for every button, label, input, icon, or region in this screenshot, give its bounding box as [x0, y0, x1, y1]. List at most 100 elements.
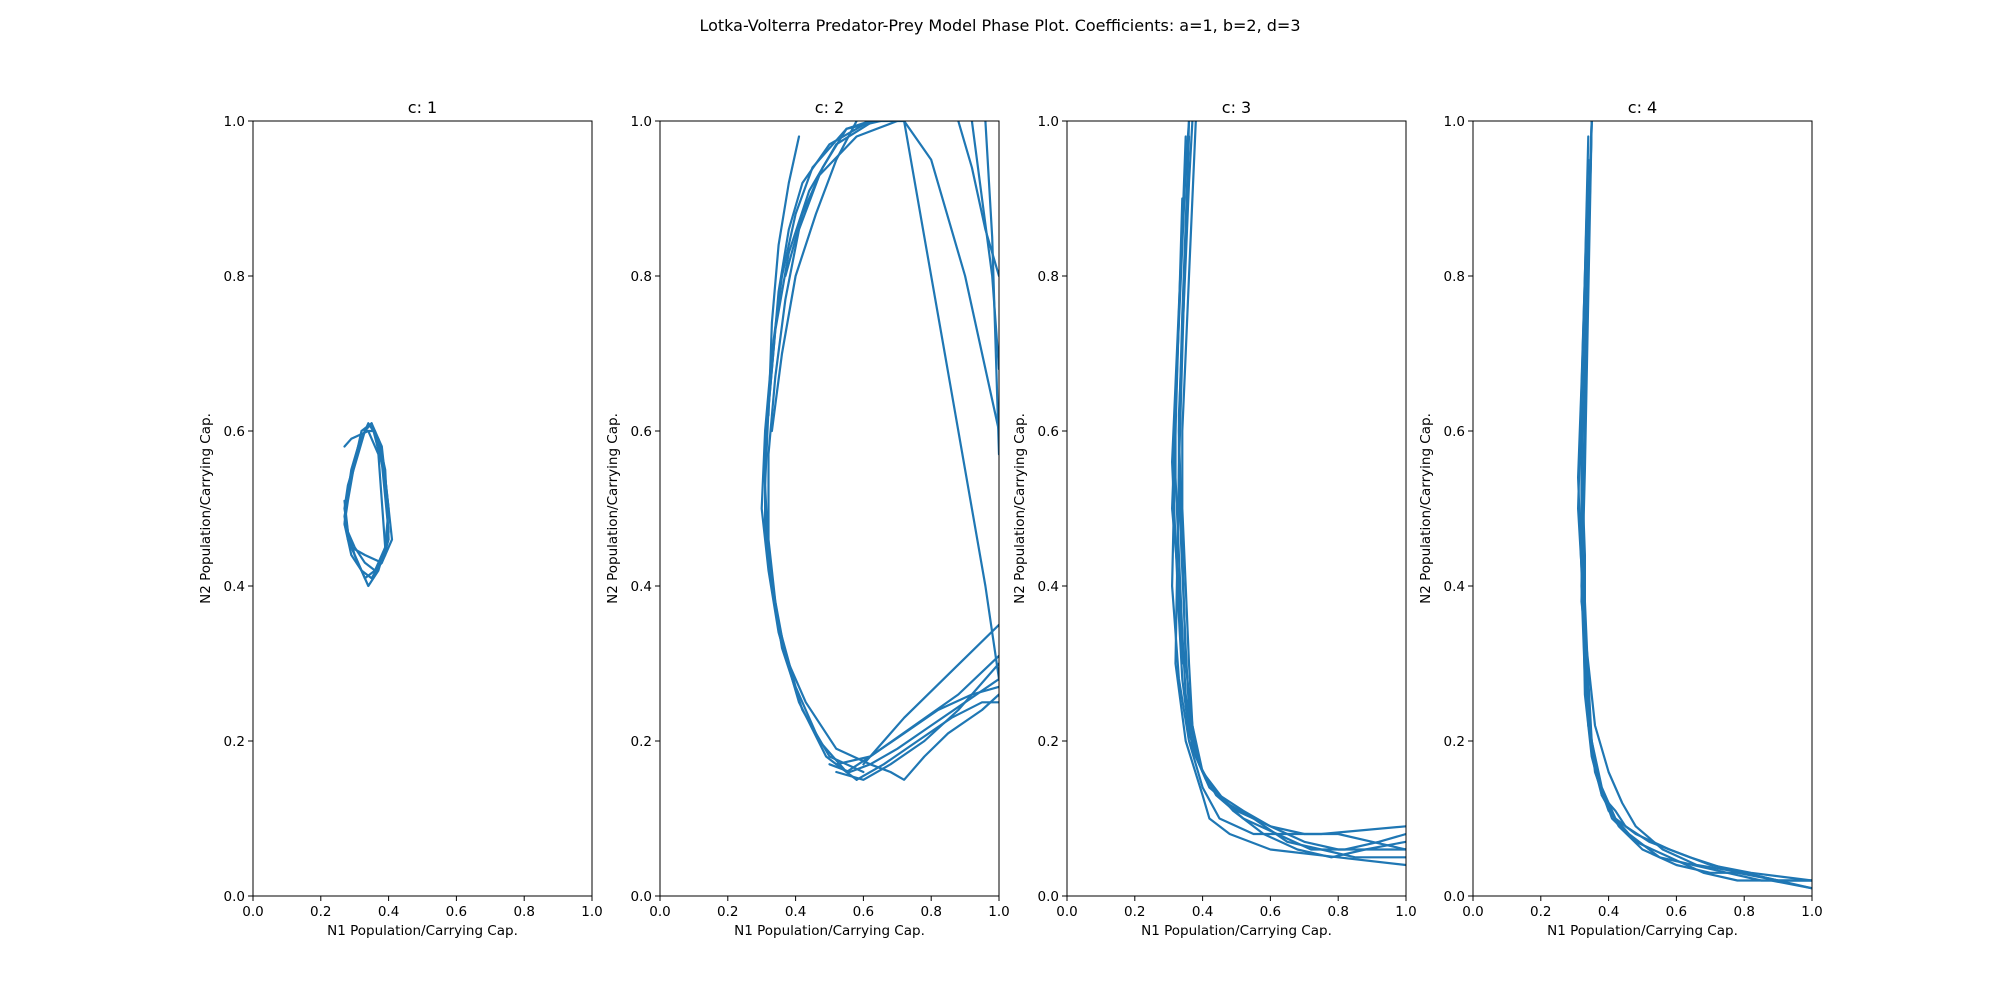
x-tick-label: 0.2: [310, 904, 331, 920]
x-tick-label: 0.8: [1733, 904, 1754, 920]
y-tick-label: 0.6: [1038, 424, 1059, 440]
panel-title: c: 2: [815, 98, 844, 117]
y-tick-label: 0.2: [631, 734, 652, 750]
trajectory-line-15: [984, 121, 999, 456]
axes-frame: [1472, 120, 1813, 897]
y-tick-label: 1.0: [224, 114, 245, 130]
axes-frame: [1066, 120, 1407, 897]
x-tick-label: 1.0: [988, 904, 1009, 920]
trajectory-line-17: [784, 121, 872, 278]
x-tick-label: 1.0: [1395, 904, 1416, 920]
trajectory-line-7: [1580, 121, 1812, 882]
panel-4: c: 4 0.0 0.2 0.4 0.6 0.8 1.0 0.0 0.2 0.4 0.6 0.8 1.0…: [1418, 98, 1823, 939]
x-tick-label: 0.6: [853, 904, 874, 920]
y-tick-label: 0.6: [1444, 424, 1465, 440]
series-group: [1576, 121, 1812, 890]
y-tick-label: 0.4: [1444, 579, 1465, 595]
y-tick-label: 0.8: [1038, 269, 1059, 285]
x-tick-label: 0.6: [1260, 904, 1281, 920]
x-tick-label: 0.0: [242, 904, 263, 920]
x-axis-label: N1 Population/Carrying Cap.: [327, 923, 518, 939]
figure-title: Lotka-Volterra Predator-Prey Model Phase…: [699, 16, 1300, 35]
panel-title: c: 1: [408, 98, 437, 117]
trajectory-line-5: [343, 429, 387, 580]
y-tick-label: 0.4: [224, 579, 245, 595]
x-tick-label: 0.2: [1124, 904, 1145, 920]
axes-frame: [252, 120, 593, 897]
x-tick-label: 0.2: [1530, 904, 1551, 920]
trajectory-line-18: [767, 135, 801, 417]
x-tick-label: 0.6: [1666, 904, 1687, 920]
panel-title: c: 4: [1628, 98, 1657, 117]
x-tick-label: 0.0: [649, 904, 670, 920]
series-group: [1170, 121, 1406, 867]
trajectory-line-12: [770, 121, 858, 433]
trajectory-line-7: [1170, 158, 1187, 665]
y-tick-label: 1.0: [1038, 114, 1059, 130]
y-tick-label: 0.6: [224, 424, 245, 440]
trajectory-line-8: [1177, 135, 1406, 851]
y-tick-label: 0.2: [1444, 734, 1465, 750]
trajectory-line-1: [1580, 121, 1812, 882]
y-tick-label: 1.0: [631, 114, 652, 130]
trajectory-line-4: [1181, 121, 1406, 851]
trajectory-line-4: [343, 422, 394, 564]
y-tick-label: 0.2: [1038, 734, 1059, 750]
trajectory-line-2: [1576, 135, 1812, 890]
y-tick-label: 0.0: [631, 889, 652, 905]
trajectory-line-3: [1580, 121, 1812, 882]
y-tick-label: 0.8: [1444, 269, 1465, 285]
trajectory-line-2: [760, 121, 882, 781]
x-tick-label: 0.6: [446, 904, 467, 920]
trajectory-line-2: [1174, 121, 1406, 859]
x-tick-label: 0.4: [378, 904, 399, 920]
panel-2: c: 2 0.0 0.2 0.4 0.6 0.8 1.0 0.0 0.2 0.4 0.6 0.8 1.0…: [605, 98, 1010, 939]
x-axis-label: N1 Population/Carrying Cap.: [1141, 923, 1332, 939]
x-tick-label: 0.2: [717, 904, 738, 920]
trajectory-line-5: [1174, 121, 1406, 867]
x-tick-label: 0.8: [920, 904, 941, 920]
trajectory-line-10: [835, 654, 999, 766]
x-tick-label: 0.4: [1598, 904, 1619, 920]
x-tick-label: 1.0: [1801, 904, 1822, 920]
trajectory-line-6: [1576, 158, 1590, 696]
x-tick-label: 0.8: [513, 904, 534, 920]
x-tick-label: 0.0: [1462, 904, 1483, 920]
trajectory-line-4: [1580, 197, 1812, 882]
y-tick-label: 0.8: [224, 269, 245, 285]
trajectory-line-11: [869, 693, 999, 781]
x-axis-label: N1 Population/Carrying Cap.: [1547, 923, 1738, 939]
x-tick-label: 0.0: [1056, 904, 1077, 920]
panel-1: c: 1 0.0 0.2 0.4 0.6 0.8 1.0 0.0 0.2 0.4 0.6 0.8 1.0…: [198, 98, 603, 939]
y-axis-label: N2 Population/Carrying Cap.: [605, 413, 621, 604]
x-axis-label: N1 Population/Carrying Cap.: [734, 923, 925, 939]
panel-title: c: 3: [1222, 98, 1251, 117]
y-tick-label: 0.0: [1444, 889, 1465, 905]
y-tick-label: 0.6: [631, 424, 652, 440]
trajectory-line-6: [1170, 197, 1406, 836]
y-axis-label: N2 Population/Carrying Cap.: [1012, 413, 1028, 604]
x-tick-label: 0.4: [785, 904, 806, 920]
x-tick-label: 0.8: [1327, 904, 1348, 920]
x-tick-label: 1.0: [581, 904, 602, 920]
y-tick-label: 1.0: [1444, 114, 1465, 130]
y-tick-label: 0.4: [1038, 579, 1059, 595]
y-tick-label: 0.0: [1038, 889, 1059, 905]
trajectory-line-13: [902, 121, 999, 681]
series-group: [760, 121, 999, 781]
trajectory-line-1: [1177, 121, 1406, 851]
y-tick-label: 0.8: [631, 269, 652, 285]
trajectory-line-5: [1580, 121, 1812, 890]
trajectory-line-4: [763, 121, 875, 774]
y-tick-label: 0.0: [224, 889, 245, 905]
trajectory-line-16: [957, 121, 999, 278]
series-group: [343, 422, 394, 588]
x-tick-label: 0.4: [1192, 904, 1213, 920]
y-tick-label: 0.4: [631, 579, 652, 595]
axes-frame: [659, 120, 1000, 897]
y-axis-label: N2 Population/Carrying Cap.: [1418, 413, 1434, 604]
y-axis-label: N2 Population/Carrying Cap.: [198, 413, 214, 604]
panels: c: 1 0.0 0.2 0.4 0.6 0.8 1.0 0.0 0.2 0.4 0.6 0.8 1.0…: [198, 98, 1823, 939]
trajectory-line-9: [862, 623, 999, 766]
